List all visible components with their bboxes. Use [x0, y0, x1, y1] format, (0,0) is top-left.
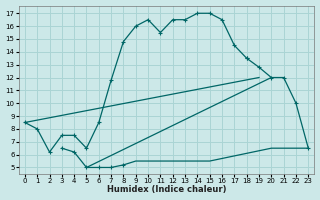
X-axis label: Humidex (Indice chaleur): Humidex (Indice chaleur) [107, 185, 226, 194]
